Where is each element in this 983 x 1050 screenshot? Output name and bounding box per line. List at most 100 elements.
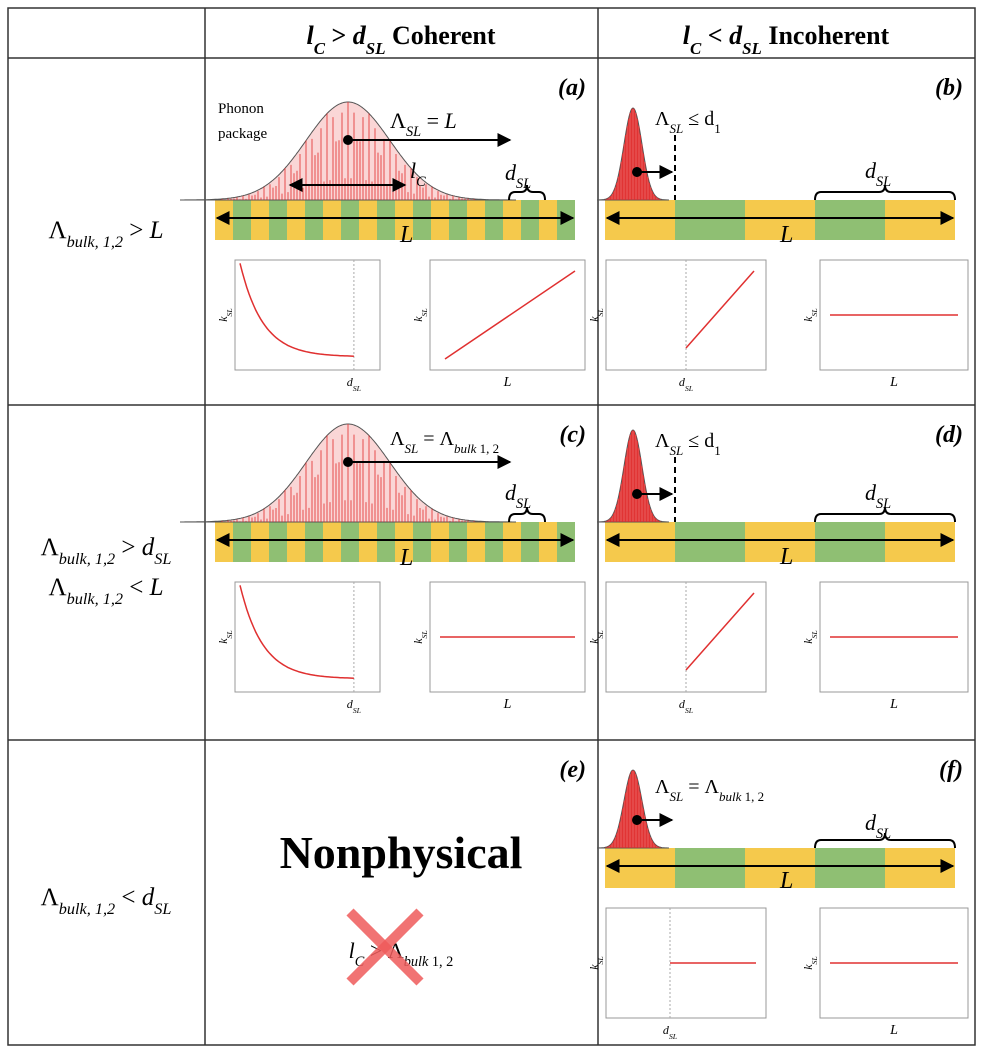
- text-segment: bulk, 1,2: [67, 590, 123, 608]
- text-segment: L: [399, 222, 413, 248]
- text-segment: 1, 2: [476, 441, 499, 456]
- text-segment: SL: [669, 1032, 677, 1041]
- text-segment: SL: [516, 496, 531, 512]
- text-segment: SL: [420, 630, 429, 638]
- text-segment: SL: [353, 384, 361, 393]
- text-segment: SL: [420, 308, 429, 316]
- text-segment: L: [149, 217, 164, 244]
- layer-block: [815, 848, 885, 888]
- text-segment: SL: [876, 174, 891, 190]
- text-segment: SL: [810, 308, 819, 316]
- text-segment: SL: [596, 630, 605, 638]
- text-segment: L: [503, 697, 512, 712]
- text-segment: bulk, 1,2: [59, 550, 115, 568]
- layer-stripe: [233, 522, 251, 562]
- text-segment: d: [142, 884, 155, 911]
- layer-block: [885, 200, 955, 240]
- layer-stripe: [467, 200, 485, 240]
- rich-text: L: [399, 545, 413, 571]
- layer-stripe: [323, 522, 341, 562]
- rich-text: Phonon: [218, 101, 264, 117]
- layer-stripe: [251, 200, 269, 240]
- text-segment: 1: [714, 443, 721, 458]
- layer-block: [885, 848, 955, 888]
- text-segment: = Λ: [683, 776, 719, 798]
- layer-block: [675, 200, 745, 240]
- layer-stripe: [413, 200, 431, 240]
- layer-block: [675, 522, 745, 562]
- text-segment: SL: [353, 706, 361, 715]
- layer-block: [815, 200, 885, 240]
- layer-stripe: [377, 522, 395, 562]
- text-segment: L: [779, 868, 793, 894]
- text-segment: L: [889, 1023, 898, 1038]
- text-segment: Incoherent: [762, 21, 890, 50]
- layer-stripe: [359, 522, 377, 562]
- text-segment: SL: [876, 826, 891, 842]
- text-segment: SL: [405, 441, 419, 456]
- text-segment: L: [399, 545, 413, 571]
- rich-text: Nonphysical: [280, 827, 523, 878]
- text-segment: Phonon: [218, 101, 264, 117]
- text-segment: Λ: [655, 430, 670, 452]
- text-segment: ≤ d: [683, 430, 714, 452]
- panel-label: (a): [558, 75, 586, 101]
- text-segment: package: [218, 126, 267, 142]
- layer-stripe: [485, 200, 503, 240]
- layer-stripe: [215, 200, 233, 240]
- text-segment: SL: [225, 308, 234, 316]
- text-segment: C: [690, 39, 702, 58]
- layer-stripe: [557, 200, 575, 240]
- text-segment: Λ: [390, 428, 405, 450]
- text-segment: SL: [366, 39, 386, 58]
- rich-text: L: [503, 375, 512, 390]
- panel-label: (d): [935, 422, 963, 448]
- layer-stripe: [341, 522, 359, 562]
- layer-stripe: [431, 522, 449, 562]
- rich-text: L: [889, 1023, 898, 1038]
- text-segment: C: [416, 174, 426, 190]
- text-segment: Λ: [48, 217, 66, 244]
- layer-stripe: [467, 522, 485, 562]
- text-segment: L: [889, 375, 898, 390]
- text-segment: SL: [406, 124, 421, 140]
- text-segment: bulk, 1,2: [59, 900, 115, 918]
- panel-label: (e): [559, 757, 586, 783]
- text-segment: 1: [714, 121, 721, 136]
- text-segment: >: [325, 21, 353, 50]
- text-segment: SL: [810, 630, 819, 638]
- text-segment: Λ: [48, 574, 66, 601]
- panel-label: (b): [935, 75, 963, 101]
- text-segment: Λ: [655, 108, 670, 130]
- text-segment: SL: [670, 789, 684, 804]
- text-segment: L: [779, 222, 793, 248]
- layer-stripe: [305, 200, 323, 240]
- layer-stripe: [215, 522, 233, 562]
- text-segment: L: [779, 544, 793, 570]
- rich-text: L: [503, 697, 512, 712]
- text-segment: = Λ: [418, 428, 454, 450]
- layer-stripe: [503, 522, 521, 562]
- text-segment: <: [123, 574, 150, 601]
- text-segment: L: [149, 574, 164, 601]
- text-segment: SL: [810, 956, 819, 964]
- plot-frame: [235, 260, 380, 370]
- text-segment: Λ: [655, 776, 670, 798]
- layer-stripe: [233, 200, 251, 240]
- text-segment: SL: [685, 706, 693, 715]
- text-segment: SL: [154, 900, 171, 918]
- text-segment: SL: [154, 550, 171, 568]
- layer-stripe: [431, 200, 449, 240]
- text-segment: SL: [596, 308, 605, 316]
- layer-stripe: [521, 200, 539, 240]
- layer-stripe: [503, 200, 521, 240]
- panel-label: (f): [939, 757, 963, 783]
- text-segment: SL: [876, 496, 891, 512]
- layer-block: [605, 848, 675, 888]
- layer-stripe: [413, 522, 431, 562]
- layer-stripe: [377, 200, 395, 240]
- text-segment: 1, 2: [741, 789, 764, 804]
- text-segment: Λ: [41, 884, 59, 911]
- text-segment: 1, 2: [428, 954, 453, 970]
- text-segment: C: [314, 39, 326, 58]
